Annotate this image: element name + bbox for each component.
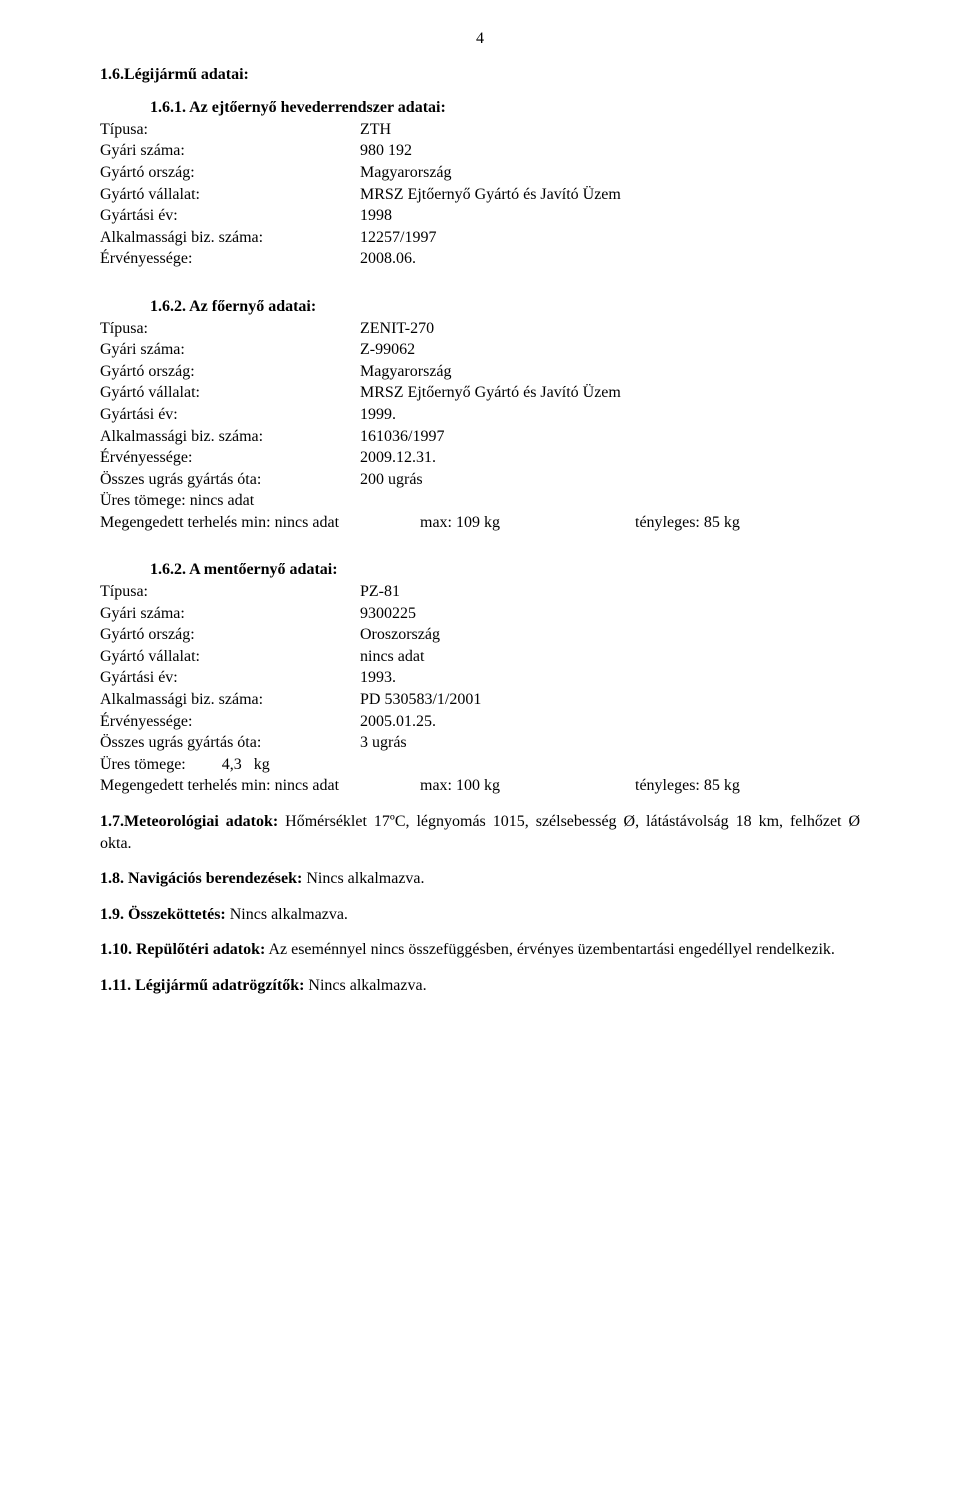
label-1-7: 1.7.Meteorológiai adatok:: [100, 813, 278, 830]
row-1-6-2a-tipus: Típusa: ZENIT-270: [100, 318, 860, 340]
section-1-9: 1.9. Összeköttetés: Nincs alkalmazva.: [100, 904, 860, 926]
value-vallalat: MRSZ Ejtőernyő Gyártó és Javító Üzem: [360, 184, 860, 206]
value-tipus: ZTH: [360, 119, 860, 141]
row-1-6-2a-erv: Érvényessége: 2009.12.31.: [100, 447, 860, 469]
row-1-6-2b-ures: Üres tömege: 4,3 kg: [100, 754, 860, 776]
page-number: 4: [100, 28, 860, 50]
value-erv: 2009.12.31.: [360, 447, 860, 469]
row-1-6-1-ev: Gyártási év: 1998: [100, 205, 860, 227]
label-orszag: Gyártó ország:: [100, 624, 360, 646]
row-1-6-1-alk: Alkalmassági biz. száma: 12257/1997: [100, 227, 860, 249]
label-erv: Érvényessége:: [100, 711, 360, 733]
heading-1-6-1: 1.6.1. Az ejtőernyő hevederrendszer adat…: [100, 97, 860, 119]
label-tipus: Típusa:: [100, 581, 360, 603]
label-1-11: 1.11. Légijármű adatrögzítők:: [100, 977, 304, 994]
section-1-8: 1.8. Navigációs berendezések: Nincs alka…: [100, 868, 860, 890]
label-1-8: 1.8. Navigációs berendezések:: [100, 870, 302, 887]
row-1-6-1-gyari: Gyári száma: 980 192: [100, 140, 860, 162]
value-orszag: Magyarország: [360, 162, 860, 184]
heading-1-6: 1.6.Légijármű adatai:: [100, 64, 860, 86]
section-1-10: 1.10. Repülőtéri adatok: Az eseménnyel n…: [100, 939, 860, 961]
row-1-6-2a-ev: Gyártási év: 1999.: [100, 404, 860, 426]
value-erv: 2005.01.25.: [360, 711, 860, 733]
row-1-6-2b-ev: Gyártási év: 1993.: [100, 667, 860, 689]
terheles-max: max: 100 kg: [420, 775, 635, 797]
label-erv: Érvényessége:: [100, 248, 360, 270]
label-alk: Alkalmassági biz. száma:: [100, 426, 360, 448]
value-ossz: 200 ugrás: [360, 469, 860, 491]
label-vallalat: Gyártó vállalat:: [100, 184, 360, 206]
row-1-6-2a-ures: Üres tömege: nincs adat: [100, 490, 860, 512]
value-ev: 1999.: [360, 404, 860, 426]
label-orszag: Gyártó ország:: [100, 162, 360, 184]
label-tipus: Típusa:: [100, 318, 360, 340]
row-1-6-1-erv: Érvényessége: 2008.06.: [100, 248, 860, 270]
value-ossz: 3 ugrás: [360, 732, 860, 754]
terheles-min: Megengedett terhelés min: nincs adat: [100, 775, 420, 797]
label-gyari: Gyári száma:: [100, 339, 360, 361]
row-1-6-2a-vallalat: Gyártó vállalat: MRSZ Ejtőernyő Gyártó é…: [100, 382, 860, 404]
row-1-6-2a-orszag: Gyártó ország: Magyarország: [100, 361, 860, 383]
row-1-6-1-orszag: Gyártó ország: Magyarország: [100, 162, 860, 184]
value-orszag: Oroszország: [360, 624, 860, 646]
value-gyari: Z-99062: [360, 339, 860, 361]
row-1-6-2b-ossz: Összes ugrás gyártás óta: 3 ugrás: [100, 732, 860, 754]
row-1-6-2b-terheles: Megengedett terhelés min: nincs adat max…: [100, 775, 860, 797]
value-erv: 2008.06.: [360, 248, 860, 270]
terheles-max: max: 109 kg: [420, 512, 635, 534]
label-alk: Alkalmassági biz. száma:: [100, 227, 360, 249]
label-1-10: 1.10. Repülőtéri adatok:: [100, 941, 265, 958]
label-vallalat: Gyártó vállalat:: [100, 382, 360, 404]
row-1-6-1-tipus: Típusa: ZTH: [100, 119, 860, 141]
section-1-7: 1.7.Meteorológiai adatok: Hőmérséklet 17…: [100, 811, 860, 854]
label-vallalat: Gyártó vállalat:: [100, 646, 360, 668]
terheles-teny: tényleges: 85 kg: [635, 512, 860, 534]
label-ossz: Összes ugrás gyártás óta:: [100, 732, 360, 754]
label-alk: Alkalmassági biz. száma:: [100, 689, 360, 711]
row-1-6-2b-erv: Érvényessége: 2005.01.25.: [100, 711, 860, 733]
text-1-8: Nincs alkalmazva.: [302, 870, 424, 887]
text-1-9: Nincs alkalmazva.: [226, 906, 348, 923]
row-1-6-2a-gyari: Gyári száma: Z-99062: [100, 339, 860, 361]
value-tipus: PZ-81: [360, 581, 860, 603]
label-ossz: Összes ugrás gyártás óta:: [100, 469, 360, 491]
terheles-min: Megengedett terhelés min: nincs adat: [100, 512, 420, 534]
label-erv: Érvényessége:: [100, 447, 360, 469]
label-tipus: Típusa:: [100, 119, 360, 141]
value-gyari: 980 192: [360, 140, 860, 162]
row-1-6-2b-alk: Alkalmassági biz. száma: PD 530583/1/200…: [100, 689, 860, 711]
label-ev: Gyártási év:: [100, 667, 360, 689]
label-gyari: Gyári száma:: [100, 140, 360, 162]
row-1-6-2b-vallalat: Gyártó vállalat: nincs adat: [100, 646, 860, 668]
value-alk: PD 530583/1/2001: [360, 689, 860, 711]
label-ev: Gyártási év:: [100, 205, 360, 227]
value-orszag: Magyarország: [360, 361, 860, 383]
heading-1-6-2-foernyo: 1.6.2. Az főernyő adatai:: [100, 296, 860, 318]
section-1-11: 1.11. Légijármű adatrögzítők: Nincs alka…: [100, 975, 860, 997]
label-1-9: 1.9. Összeköttetés:: [100, 906, 226, 923]
terheles-teny: tényleges: 85 kg: [635, 775, 860, 797]
row-1-6-2a-terheles: Megengedett terhelés min: nincs adat max…: [100, 512, 860, 534]
label-orszag: Gyártó ország:: [100, 361, 360, 383]
value-alk: 12257/1997: [360, 227, 860, 249]
page: 4 1.6.Légijármű adatai: 1.6.1. Az ejtőer…: [0, 0, 960, 1491]
value-gyari: 9300225: [360, 603, 860, 625]
label-gyari: Gyári száma:: [100, 603, 360, 625]
row-1-6-2b-gyari: Gyári száma: 9300225: [100, 603, 860, 625]
value-alk: 161036/1997: [360, 426, 860, 448]
row-1-6-2a-ossz: Összes ugrás gyártás óta: 200 ugrás: [100, 469, 860, 491]
heading-1-6-2-mentoernyo: 1.6.2. A mentőernyő adatai:: [100, 559, 860, 581]
row-1-6-2b-orszag: Gyártó ország: Oroszország: [100, 624, 860, 646]
text-1-11: Nincs alkalmazva.: [304, 977, 426, 994]
value-vallalat: nincs adat: [360, 646, 860, 668]
value-vallalat: MRSZ Ejtőernyő Gyártó és Javító Üzem: [360, 382, 860, 404]
value-ev: 1993.: [360, 667, 860, 689]
row-1-6-2a-alk: Alkalmassági biz. száma: 161036/1997: [100, 426, 860, 448]
text-1-10: Az eseménnyel nincs összefüggésben, érvé…: [265, 941, 835, 958]
row-1-6-1-vallalat: Gyártó vállalat: MRSZ Ejtőernyő Gyártó é…: [100, 184, 860, 206]
value-ev: 1998: [360, 205, 860, 227]
row-1-6-2b-tipus: Típusa: PZ-81: [100, 581, 860, 603]
label-ev: Gyártási év:: [100, 404, 360, 426]
value-tipus: ZENIT-270: [360, 318, 860, 340]
